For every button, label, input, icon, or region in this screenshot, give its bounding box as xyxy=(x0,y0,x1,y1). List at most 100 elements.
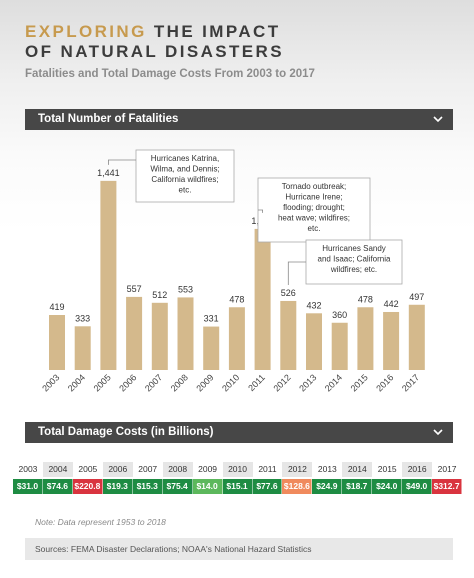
title-accent: EXPLORING xyxy=(25,22,147,41)
annotation-text: etc. xyxy=(179,186,192,195)
cost-value-cell: $220.8 xyxy=(72,479,103,494)
bar-value-label: 331 xyxy=(204,314,219,324)
cost-value-cell: $15.1 xyxy=(222,479,253,494)
bar-2003 xyxy=(49,315,65,370)
cost-year-cell: 2016 xyxy=(402,462,433,477)
annotation-text: flooding; drought; xyxy=(283,203,345,212)
x-tick-label: 2015 xyxy=(349,372,370,393)
bar-2006 xyxy=(126,296,143,370)
data-note: Note: Data represent 1953 to 2018 xyxy=(35,517,166,527)
x-tick-label: 2009 xyxy=(194,372,215,393)
chevron-down-icon[interactable] xyxy=(431,109,445,130)
x-tick-label: 2007 xyxy=(143,372,164,393)
bar-value-label: 442 xyxy=(384,299,399,309)
bar-2011 xyxy=(254,228,271,370)
annotation-text: wildfires; etc. xyxy=(330,265,377,274)
cost-year-cell: 2006 xyxy=(102,462,133,477)
x-tick-label: 2013 xyxy=(297,372,318,393)
cost-value-cell: $31.0 xyxy=(13,479,43,494)
chevron-down-icon[interactable] xyxy=(431,422,445,443)
cost-year-cell: 2007 xyxy=(138,464,158,474)
cost-value-cell: $75.4 xyxy=(162,479,193,494)
cost-year-cell: 2008 xyxy=(162,462,193,477)
bar-2004 xyxy=(74,326,91,370)
bar-2008 xyxy=(177,297,194,370)
x-tick-label: 2014 xyxy=(323,372,344,393)
bar-2010 xyxy=(228,307,245,370)
cost-year-cell: 2004 xyxy=(42,462,73,477)
annotation-box xyxy=(305,239,403,285)
cost-value-cell: $19.3 xyxy=(102,479,133,494)
cost-year-cell: 2011 xyxy=(258,464,277,474)
cost-year-cell: 2015 xyxy=(377,464,397,474)
fatalities-section-label: Total Number of Fatalities xyxy=(38,113,179,125)
bar-2009 xyxy=(203,326,220,370)
annotation-text: and Isaac; California xyxy=(318,255,391,264)
page-title-line2: OF NATURAL DISASTERS xyxy=(25,42,284,61)
cost-year-cell: 2003 xyxy=(18,464,38,474)
bar-value-label: 1,441 xyxy=(97,168,120,178)
cost-year-cell: 2017 xyxy=(437,464,457,474)
annotation-box xyxy=(135,149,235,203)
bar-value-label: 497 xyxy=(409,292,424,302)
x-tick-label: 2012 xyxy=(271,372,292,393)
x-tick-label: 2003 xyxy=(40,372,61,393)
cost-year-cell: 2009 xyxy=(198,464,218,474)
bar-2013 xyxy=(306,313,322,370)
bar-value-label: 360 xyxy=(332,310,347,320)
cost-value-cell: $77.6 xyxy=(252,479,283,494)
bar-2016 xyxy=(383,311,400,370)
annotation-text: Tornado outbreak; xyxy=(282,182,347,191)
x-tick-label: 2005 xyxy=(92,372,113,393)
cost-value-cell: $24.0 xyxy=(372,479,403,494)
bar-2007 xyxy=(151,302,168,370)
bar-2017 xyxy=(408,304,425,370)
annotation-connector xyxy=(287,261,306,285)
bar-2012 xyxy=(280,300,297,370)
cost-value-cell: $24.9 xyxy=(312,479,343,494)
cost-year-cell: 2010 xyxy=(222,462,253,477)
cost-value-cell: $49.0 xyxy=(402,479,433,494)
fatalities-section-header[interactable]: Total Number of Fatalities xyxy=(25,109,453,130)
cost-value-cell: $128.6 xyxy=(282,479,313,494)
x-tick-label: 2011 xyxy=(246,372,267,393)
damage-cost-table: 2003 2004 2005 2006 2007 2008 2009 2010 2011 2012… xyxy=(13,462,463,494)
cost-value-cell: $74.6 xyxy=(42,479,73,494)
cost-year-cell: 2014 xyxy=(342,462,373,477)
annotation-connector xyxy=(258,209,264,213)
bar-value-label: 526 xyxy=(281,288,296,298)
sources-box: Sources: FEMA Disaster Declarations; NOA… xyxy=(25,538,453,560)
x-tick-label: 2010 xyxy=(220,372,241,393)
bar-value-label: 557 xyxy=(127,284,142,294)
bar-2014 xyxy=(331,322,348,370)
bar-value-label: 419 xyxy=(49,302,64,312)
cost-year-cell: 2012 xyxy=(282,462,313,477)
x-tick-label: 2016 xyxy=(374,372,395,393)
bar-value-label: 478 xyxy=(229,294,244,304)
title-rest: THE IMPACT xyxy=(153,22,281,41)
cost-value-cell: $15.3 xyxy=(132,479,163,494)
annotation-text: Hurricanes Katrina, xyxy=(151,154,219,163)
cost-year-row: 2003 2004 2005 2006 2007 2008 2009 2010 2011 2012… xyxy=(13,462,462,477)
costs-section-header[interactable]: Total Damage Costs (in Billions) xyxy=(25,422,453,443)
annotation-text: etc. xyxy=(308,224,321,233)
title-block: EXPLORING THE IMPACT OF NATURAL DISASTER… xyxy=(25,22,455,80)
x-tick-label: 2004 xyxy=(66,372,87,393)
annotation-connector xyxy=(108,159,136,165)
annotation-text: Hurricane Irene; xyxy=(285,193,342,202)
annotation-text: California wildfires; xyxy=(151,175,218,184)
bar-value-label: 333 xyxy=(75,313,90,323)
x-tick-label: 2017 xyxy=(400,372,421,393)
bar-2015 xyxy=(357,307,374,370)
cost-value-row: $31.0 $74.6 $220.8 $19.3 $15.3 $75.4 $14.0 $15.… xyxy=(13,479,463,494)
x-tick-label: 2006 xyxy=(117,372,138,393)
x-tick-label: 2008 xyxy=(169,372,190,393)
costs-section-label: Total Damage Costs (in Billions) xyxy=(38,426,214,438)
bar-value-label: 553 xyxy=(178,284,193,294)
cost-value-cell: $18.7 xyxy=(342,479,373,494)
annotation-text: Hurricanes Sandy xyxy=(322,244,386,253)
annotation-text: heat wave; wildfires; xyxy=(278,214,350,223)
cost-year-cell: 2013 xyxy=(317,464,337,474)
bar-value-label: 512 xyxy=(152,290,167,300)
fatalities-chart: 419 2003 333 2004 1,441 2005 557 2006 512 2007 553… xyxy=(40,149,425,394)
